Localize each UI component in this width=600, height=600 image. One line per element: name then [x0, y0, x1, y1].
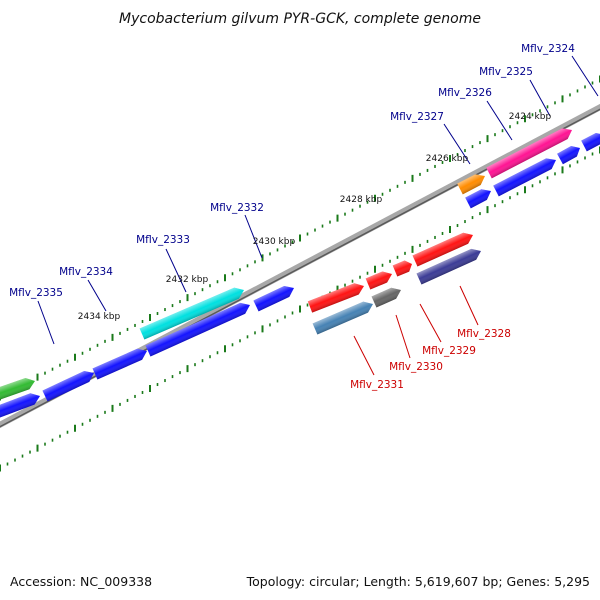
gene-label-mflv-2326: Mflv_2326: [438, 87, 492, 99]
gene-arrow: [465, 189, 491, 209]
callout-line: [529, 79, 551, 117]
gene-label-mflv-2325: Mflv_2325: [479, 66, 533, 78]
kbp-label-2428: 2428 kbp: [340, 195, 383, 205]
gene-features: [0, 128, 600, 419]
kbp-label-2432: 2432 kbp: [166, 275, 209, 285]
accession-text: Accession: NC_009338: [10, 574, 152, 589]
genome-summary-text: Topology: circular; Length: 5,619,607 bp…: [246, 574, 590, 589]
gene-arrow: [145, 302, 251, 357]
callout-line: [443, 123, 471, 165]
gene-label-mflv-2335: Mflv_2335: [9, 287, 63, 299]
callout-line: [459, 285, 479, 326]
gene-arrow: [392, 260, 413, 277]
gene-arrow-mflv-2325: [486, 128, 573, 179]
gene-arrow-mflv-2334: [92, 348, 148, 380]
gene-label-mflv-2333: Mflv_2333: [136, 234, 190, 246]
callout-line: [353, 335, 375, 376]
gene-arrow-mflv-2327: [457, 174, 485, 195]
kbp-label-2424: 2424 kbp: [509, 112, 552, 122]
callout-line: [37, 300, 55, 345]
gene-callouts: [37, 55, 599, 376]
gene-label-mflv-2327: Mflv_2327: [390, 111, 444, 123]
callout-line: [419, 303, 442, 343]
text-labels: 2424 kbp 2426 kbp 2428 kbp 2430 kbp 2432…: [9, 43, 575, 391]
gene-arrow: [365, 271, 392, 290]
kbp-label-2430: 2430 kbp: [253, 237, 296, 247]
gene-label-mflv-2324: Mflv_2324: [521, 43, 575, 55]
callout-line: [244, 214, 263, 259]
gene-arrow-mflv-2335: [42, 370, 95, 402]
kbp-label-2434: 2434 kbp: [78, 312, 121, 322]
gene-arrow-mflv-2332: [253, 286, 295, 312]
gene-arrow: [0, 377, 35, 401]
gene-arrow-mflv-2330: [371, 287, 402, 308]
gene-arrow: [557, 146, 580, 165]
gene-arrow-mflv-2328: [416, 248, 481, 285]
map-title: Mycobacterium gilvum PYR-GCK, complete g…: [119, 11, 481, 27]
kbp-label-2426: 2426 kbp: [426, 154, 469, 164]
gene-arrow: [493, 158, 557, 197]
gene-arrow-mflv-2331: [312, 301, 373, 335]
callout-line: [486, 100, 513, 141]
gene-label-mflv-2334: Mflv_2334: [59, 266, 113, 278]
gene-arrow: [0, 393, 41, 419]
gene-label-mflv-2331: Mflv_2331: [350, 379, 404, 391]
genome-backbone: [0, 103, 600, 429]
gene-arrow-mflv-2333: [139, 287, 245, 340]
gene-label-mflv-2328: Mflv_2328: [457, 328, 511, 340]
callout-line: [571, 55, 599, 97]
gene-arrow: [307, 283, 364, 313]
callout-line: [165, 248, 187, 293]
gene-label-mflv-2329: Mflv_2329: [422, 345, 476, 357]
gene-label-mflv-2332: Mflv_2332: [210, 202, 264, 214]
callout-line: [87, 279, 107, 312]
gene-arrow: [581, 132, 600, 152]
gene-arrow: [412, 232, 474, 267]
callout-line: [395, 314, 411, 359]
gene-label-mflv-2330: Mflv_2330: [389, 361, 443, 373]
